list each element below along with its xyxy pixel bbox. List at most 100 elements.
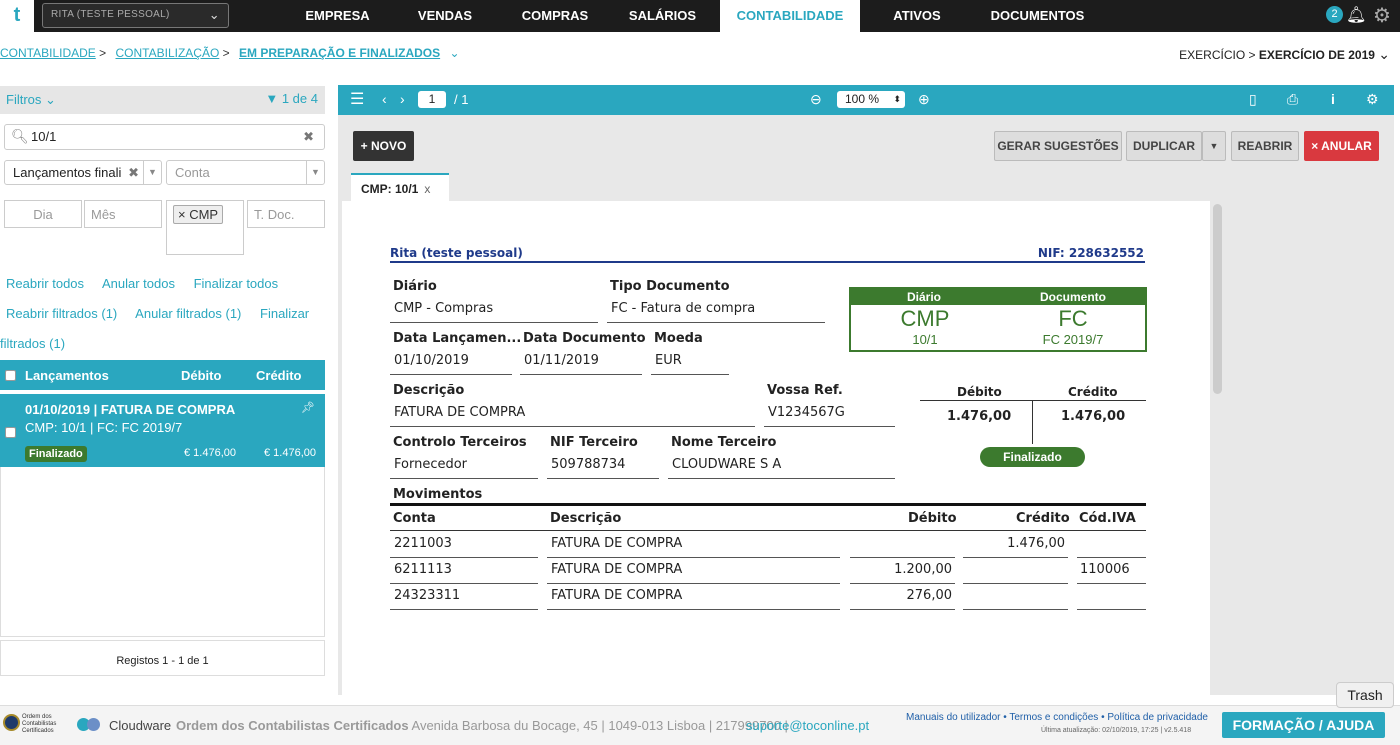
data-lanc-label: Data Lançamen...	[393, 331, 522, 346]
nav-vendas[interactable]: VENDAS	[417, 8, 473, 23]
conta-placeholder: Conta	[175, 165, 210, 180]
nav-ativos[interactable]: ATIVOS	[893, 8, 941, 23]
next-page-icon[interactable]: ›	[400, 91, 405, 107]
zoom-out-icon[interactable]: ⊖	[810, 91, 822, 107]
exercicio-label: EXERCÍCIO >	[1179, 48, 1256, 62]
tab-cmp-10-1[interactable]: CMP: 10/1 x	[351, 173, 449, 202]
item-checkbox[interactable]	[5, 427, 16, 438]
footer-links[interactable]: Manuais do utilizador • Termos e condiçõ…	[906, 712, 1208, 723]
mov-descricao: FATURA DE COMPRA	[547, 588, 840, 610]
gear-icon[interactable]: ⚙	[1373, 5, 1391, 27]
nav-contabilidade[interactable]: CONTABILIDADE	[720, 0, 860, 32]
stepper-icon[interactable]: ⬍	[893, 94, 901, 104]
close-icon[interactable]: x	[424, 182, 431, 196]
novo-button[interactable]: + NOVO	[353, 131, 414, 161]
dropdown-arrow-icon[interactable]: ▼	[306, 161, 324, 184]
item-credito: € 1.476,00	[264, 447, 316, 459]
diario-tag-field[interactable]: × CMP	[166, 200, 244, 255]
chevron-down-icon[interactable]: ⌄	[446, 46, 460, 60]
dropdown-arrow-icon[interactable]: ▼	[143, 161, 161, 184]
finalizar-filtrados-link-cont[interactable]: filtrados (1)	[0, 336, 66, 351]
mov-codiva	[1077, 588, 1146, 610]
filters-toggle[interactable]: Filtros ⌄	[6, 92, 56, 108]
pdf-icon[interactable]: ▯	[1249, 91, 1257, 107]
formacao-ajuda-button[interactable]: FORMAÇÃO / AJUDA	[1222, 712, 1385, 738]
chevron-down-icon[interactable]: ⌄	[1378, 46, 1390, 62]
col-credito[interactable]: Crédito	[256, 368, 302, 383]
nav-documentos[interactable]: DOCUMENTOS	[990, 8, 1085, 23]
breadcrumb-sep: >	[99, 46, 107, 60]
totals-debito-label: Débito	[957, 385, 1002, 399]
filter-count[interactable]: ▼ 1 de 4	[265, 91, 318, 106]
nav-compras[interactable]: COMPRAS	[521, 8, 589, 23]
status-select[interactable]: Lançamentos finali ✖ ▼	[4, 160, 162, 185]
duplicar-button[interactable]: DUPLICAR	[1126, 131, 1202, 161]
item-title: 01/10/2019 | FATURA DE COMPRA	[25, 402, 236, 417]
bell-icon[interactable]: 🔔︎	[1346, 7, 1367, 24]
tdoc-field[interactable]: T. Doc.	[247, 200, 325, 228]
dia-field[interactable]: Dia	[4, 200, 82, 228]
header-divider	[390, 261, 1145, 263]
list-item[interactable]: 01/10/2019 | FATURA DE COMPRA 📌︎ CMP: 10…	[0, 394, 325, 467]
app-logo[interactable]: t	[0, 0, 34, 32]
finalizar-filtrados-link[interactable]: Finalizar	[260, 306, 310, 321]
clear-search-icon[interactable]: ✖	[303, 129, 314, 144]
page-number-input[interactable]: 1	[418, 91, 446, 108]
anular-todos-link[interactable]: Anular todos	[101, 276, 175, 291]
tag-remove-icon[interactable]: ×	[178, 207, 190, 222]
conta-select[interactable]: Conta ▼	[166, 160, 325, 185]
zoom-select[interactable]: 100 % ⬍	[837, 91, 905, 108]
item-debito: € 1.476,00	[184, 447, 236, 459]
exercicio-selector[interactable]: EXERCÍCIO > EXERCÍCIO DE 2019 ⌄	[1179, 46, 1390, 63]
print-icon[interactable]: ⎙	[1287, 91, 1299, 107]
mov-codiva	[1077, 536, 1146, 558]
mes-field[interactable]: Mês	[84, 200, 162, 228]
filter-count-text: 1 de 4	[281, 91, 318, 106]
pin-icon[interactable]: 📌︎	[301, 402, 315, 414]
breadcrumb-contabilidade[interactable]: CONTABILIDADE	[0, 46, 96, 60]
notification-badge[interactable]: 2	[1326, 6, 1343, 23]
col-lancamentos[interactable]: Lançamentos	[25, 368, 109, 383]
trash-tooltip: Trash	[1336, 682, 1394, 708]
mov-debito	[850, 536, 955, 558]
reabrir-filtrados-link[interactable]: Reabrir filtrados (1)	[6, 306, 118, 321]
zoom-in-icon[interactable]: ⊕	[918, 91, 930, 107]
prev-page-icon[interactable]: ‹	[382, 91, 387, 107]
totals-credito-label: Crédito	[1068, 385, 1118, 399]
filters-bar: Filtros ⌄ ▼ 1 de 4	[0, 86, 325, 114]
duplicar-dropdown-icon[interactable]: ▼	[1202, 131, 1226, 161]
anular-button[interactable]: × ANULAR	[1304, 131, 1379, 161]
chevron-down-icon: ⌄	[208, 7, 220, 22]
occ-logo-text: Ordem dos Contabilistas Certificados	[22, 714, 57, 734]
status-badge: Finalizado	[25, 446, 87, 462]
menu-icon[interactable]: ☰	[350, 91, 365, 108]
breadcrumb-current[interactable]: EM PREPARAÇÃO E FINALIZADOS	[239, 46, 441, 60]
col-debito[interactable]: Débito	[181, 368, 222, 383]
company-selector[interactable]: RITA (TESTE PESSOAL) ⌄	[42, 3, 229, 28]
mov-col-descricao: Descrição	[550, 511, 622, 526]
mov-conta: 2211003	[390, 536, 538, 558]
settings-icon[interactable]: ⚙	[1366, 91, 1379, 107]
moeda-value: EUR	[651, 353, 729, 375]
search-input[interactable]: 🔍︎ 10/1 ✖	[4, 124, 325, 150]
nav-salarios[interactable]: SALÁRIOS	[628, 8, 697, 23]
controlo-label: Controlo Terceiros	[393, 435, 527, 450]
diario-value: CMP - Compras	[390, 301, 598, 323]
support-email-link[interactable]: suporte@toconline.pt	[746, 718, 870, 733]
reabrir-button[interactable]: REABRIR	[1231, 131, 1299, 161]
page-total: / 1	[454, 92, 469, 107]
breadcrumb-contabilizacao[interactable]: CONTABILIZAÇÃO	[115, 46, 220, 60]
box-doc-small: FC 2019/7	[1042, 332, 1104, 347]
finalizar-todos-link[interactable]: Finalizar todos	[193, 276, 279, 291]
mov-credito: 1.476,00	[963, 536, 1068, 558]
diario-tag[interactable]: × CMP	[173, 205, 224, 224]
info-icon[interactable]: i	[1331, 91, 1335, 107]
nav-empresa[interactable]: EMPRESA	[305, 8, 370, 23]
gerar-sugestoes-button[interactable]: GERAR SUGESTÕES	[994, 131, 1122, 161]
cloudware-name: Cloudware	[109, 718, 172, 733]
reabrir-todos-link[interactable]: Reabrir todos	[6, 276, 85, 291]
anular-filtrados-link[interactable]: Anular filtrados (1)	[135, 306, 242, 321]
scrollbar[interactable]	[1213, 204, 1222, 394]
select-all-checkbox[interactable]	[5, 369, 16, 384]
clear-icon[interactable]: ✖	[128, 165, 139, 180]
